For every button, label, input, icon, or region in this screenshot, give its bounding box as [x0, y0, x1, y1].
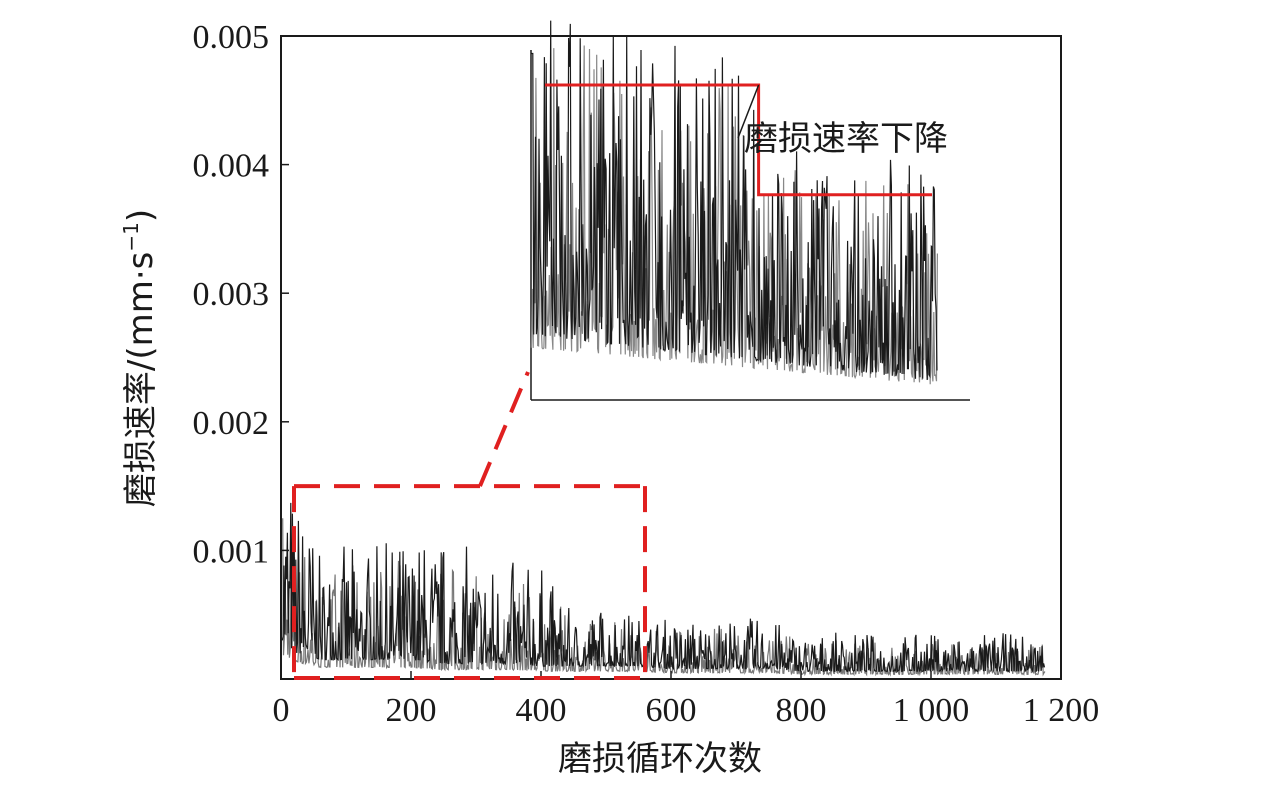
annotation-leader-line: [737, 84, 760, 139]
y-tick-label: 0.001: [193, 533, 270, 570]
y-axis-title-sup: −1: [119, 222, 143, 251]
zoom-connector: [478, 371, 530, 487]
wear-rate-step-line: [545, 83, 932, 197]
x-tick-label: 1 000: [893, 692, 970, 729]
x-axis-title: 磨损循环次数: [558, 739, 762, 779]
y-axis-title: 磨损速率/(mm·s−1): [119, 209, 161, 507]
y-axis-title-close: ): [121, 209, 161, 222]
main-series-line: [281, 502, 1046, 674]
x-tick-label: 200: [386, 692, 437, 729]
y-axis-title-main: 磨损速率/(mm·s: [121, 252, 161, 507]
main-series-line-secondary: [282, 518, 1046, 677]
y-axis-ticks: 0.001 0.002 0.003 0.004 0.005: [193, 19, 289, 570]
y-tick-label: 0.004: [193, 148, 270, 185]
inset-annotation: 磨损速率下降: [744, 119, 948, 159]
inset-series-line-secondary: [530, 45, 939, 385]
zoom-region-box: [292, 371, 647, 680]
y-tick-label: 0.005: [193, 19, 270, 56]
x-tick-label: 0: [273, 692, 290, 729]
x-tick-label: 400: [516, 692, 567, 729]
y-tick-label: 0.002: [193, 405, 270, 442]
x-tick-label: 600: [646, 692, 697, 729]
main-series: [281, 502, 1046, 677]
x-axis-ticks: 0 200 400 600 800 1 000 1 200: [273, 671, 1100, 729]
x-tick-label: 1 200: [1023, 692, 1100, 729]
inset-plot: [530, 20, 970, 401]
inset-series-line: [531, 20, 938, 381]
y-tick-label: 0.003: [193, 276, 270, 313]
x-tick-label: 800: [776, 692, 827, 729]
